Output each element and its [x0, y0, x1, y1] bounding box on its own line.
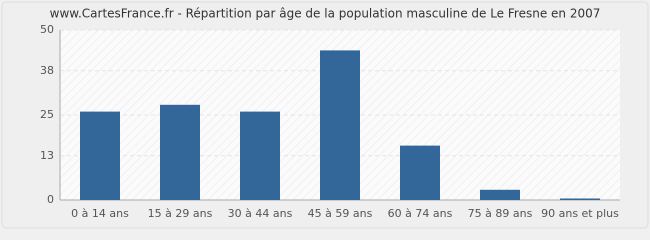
bar: [480, 189, 520, 200]
chart: www.CartesFrance.fr - Répartition par âg…: [1, 1, 649, 229]
x-tick-label: 75 à 89 ans: [468, 207, 533, 220]
y-tick-label: 13: [40, 149, 54, 162]
x-tick-label: 30 à 44 ans: [228, 207, 293, 220]
y-tick-label: 38: [40, 64, 54, 77]
bar: [240, 111, 280, 200]
chart-title: www.CartesFrance.fr - Répartition par âg…: [50, 7, 601, 21]
bar: [400, 145, 440, 200]
x-tick-label: 0 à 14 ans: [71, 207, 129, 220]
x-tick-label: 15 à 29 ans: [148, 207, 213, 220]
y-tick-label: 0: [47, 193, 54, 206]
bar: [320, 50, 360, 201]
x-tick-label: 90 ans et plus: [541, 207, 619, 220]
y-tick-label: 25: [40, 108, 54, 121]
bar: [160, 104, 200, 200]
x-tick-label: 60 à 74 ans: [388, 207, 453, 220]
bar: [560, 198, 600, 200]
x-tick-label: 45 à 59 ans: [308, 207, 373, 220]
y-tick-label: 50: [40, 23, 54, 36]
page: www.CartesFrance.fr - Répartition par âg…: [0, 0, 650, 230]
bar: [80, 111, 120, 200]
